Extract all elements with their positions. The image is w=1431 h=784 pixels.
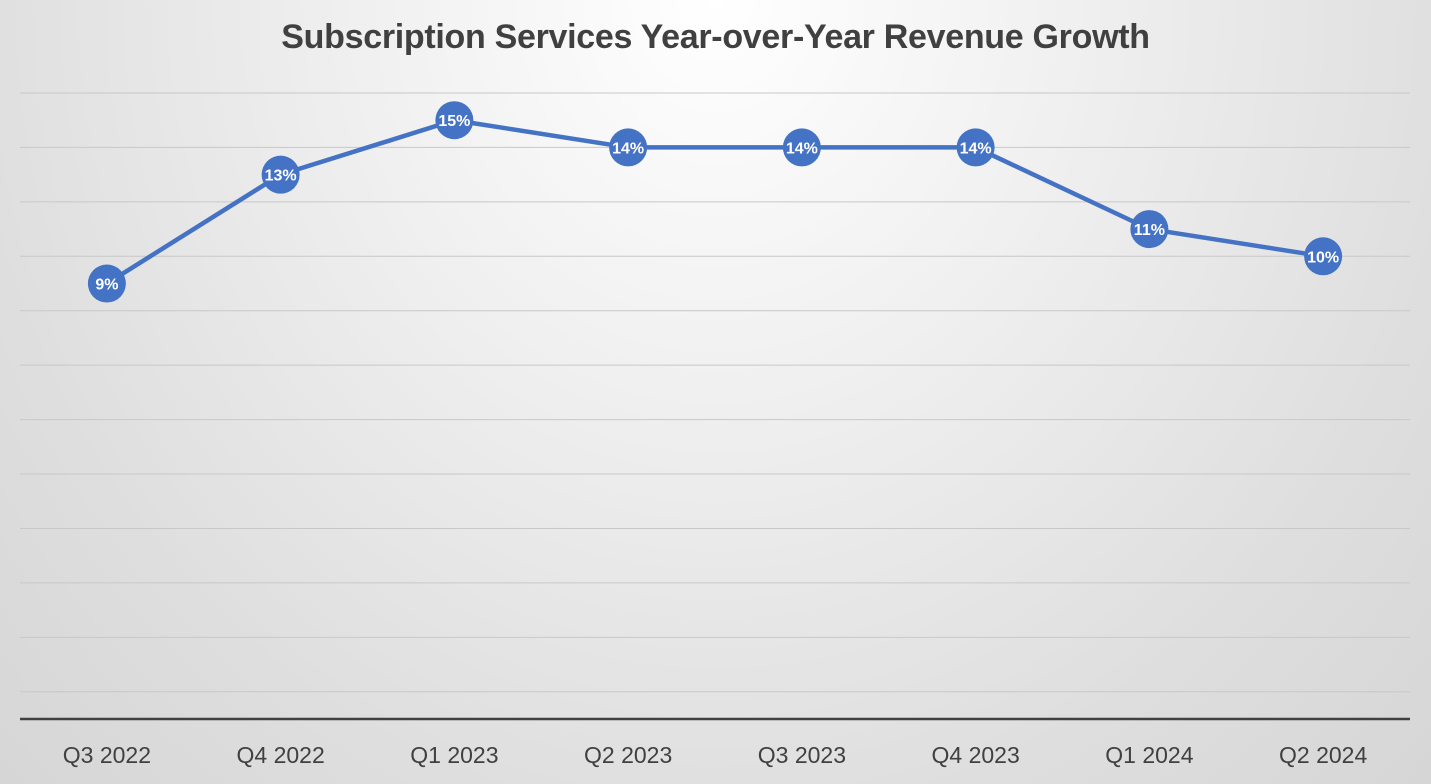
data-label: 10% bbox=[1307, 249, 1339, 266]
data-point-marker bbox=[609, 128, 648, 167]
series-line bbox=[104, 117, 1326, 286]
data-point: 15% bbox=[435, 101, 474, 140]
gridlines bbox=[20, 92, 1410, 693]
data-point: 13% bbox=[261, 155, 300, 194]
data-label: 13% bbox=[265, 168, 297, 185]
data-point: 11% bbox=[1130, 210, 1169, 249]
data-label: 11% bbox=[1134, 222, 1165, 239]
series-lines bbox=[104, 117, 1326, 286]
data-points: 9% 13% 15% 14% 14% 14% 11% 10% bbox=[87, 101, 1343, 303]
data-label: 14% bbox=[612, 140, 644, 157]
data-point-marker bbox=[1130, 210, 1169, 249]
data-label: 15% bbox=[438, 113, 470, 130]
data-point: 9% bbox=[87, 264, 126, 303]
x-tick-label: Q4 2022 bbox=[237, 742, 325, 768]
data-point: 10% bbox=[1304, 237, 1343, 276]
x-tick-label: Q2 2024 bbox=[1279, 742, 1367, 768]
data-point-marker bbox=[87, 264, 126, 303]
data-label: 9% bbox=[95, 277, 118, 294]
data-point-marker bbox=[435, 101, 474, 140]
x-tick-label: Q1 2024 bbox=[1105, 742, 1193, 768]
chart-title: Subscription Services Year-over-Year Rev… bbox=[281, 18, 1150, 56]
data-point-marker bbox=[1304, 237, 1343, 276]
x-tick-label: Q3 2022 bbox=[63, 742, 151, 768]
data-point-marker bbox=[956, 128, 995, 167]
data-point: 14% bbox=[782, 128, 821, 167]
data-point-marker bbox=[782, 128, 821, 167]
data-point-marker bbox=[261, 155, 300, 194]
x-tick-label: Q3 2023 bbox=[758, 742, 846, 768]
data-point: 14% bbox=[609, 128, 648, 167]
x-tick-labels: Q3 2022 Q4 2022 Q1 2023 Q2 2023 Q3 2023 Q4 20… bbox=[63, 742, 1368, 768]
data-label: 14% bbox=[786, 140, 818, 157]
data-label: 14% bbox=[960, 140, 992, 157]
x-tick-label: Q2 2023 bbox=[584, 742, 672, 768]
x-tick-label: Q4 2023 bbox=[932, 742, 1020, 768]
x-tick-label: Q1 2023 bbox=[410, 742, 498, 768]
data-point: 14% bbox=[956, 128, 995, 167]
